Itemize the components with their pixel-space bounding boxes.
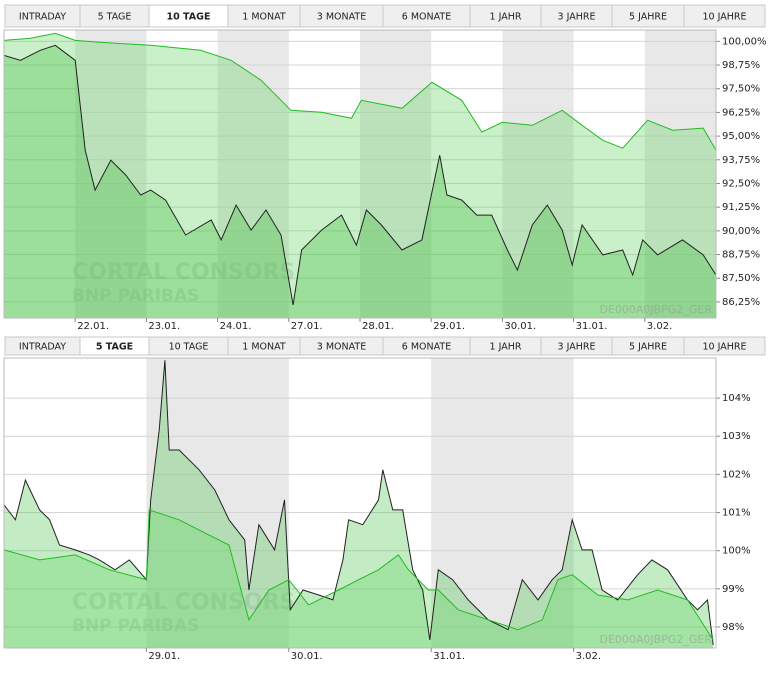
tab-label: 5 TAGE bbox=[96, 342, 133, 353]
y-tick-label: 103% bbox=[722, 431, 751, 442]
day-band bbox=[146, 358, 289, 648]
tab-label: 1 JAHR bbox=[490, 12, 522, 23]
tab-label: 10 JAHRE bbox=[703, 342, 747, 353]
tab-label: 6 MONATE bbox=[402, 342, 451, 353]
tab-label: 10 TAGE bbox=[169, 342, 209, 353]
tab[interactable]: 10 JAHRE bbox=[683, 336, 766, 356]
tab[interactable]: 6 MONATE bbox=[382, 4, 471, 28]
y-tick-label: 102% bbox=[722, 469, 751, 480]
day-band bbox=[502, 30, 574, 318]
series-line bbox=[3, 32, 717, 151]
tab[interactable]: INTRADAY bbox=[4, 336, 81, 356]
tab-label: 3 JAHRE bbox=[558, 12, 596, 23]
watermark: BNP PARIBAS bbox=[72, 286, 199, 306]
tab[interactable]: 10 TAGE bbox=[148, 4, 229, 28]
tab[interactable]: 10 TAGE bbox=[148, 336, 229, 356]
tab[interactable]: 10 JAHRE bbox=[683, 4, 766, 28]
y-tick-label: 90,00% bbox=[722, 226, 760, 237]
y-tick-label: 97,50% bbox=[722, 84, 760, 95]
day-band bbox=[644, 30, 716, 318]
y-tick-label: 87,50% bbox=[722, 273, 760, 284]
tab[interactable]: 1 JAHR bbox=[469, 4, 542, 28]
tab-label: 5 TAGE bbox=[98, 12, 132, 23]
y-tick-label: 104% bbox=[722, 393, 751, 404]
y-tick-label: 99% bbox=[722, 584, 744, 595]
tab-label: 5 JAHRE bbox=[629, 12, 667, 23]
day-band bbox=[75, 30, 147, 318]
y-tick-label: 95,00% bbox=[722, 131, 760, 142]
y-tick-label: 93,75% bbox=[722, 155, 760, 166]
tab-label: 5 JAHRE bbox=[629, 342, 667, 353]
plot-background bbox=[4, 358, 716, 648]
y-tick-label: 88,75% bbox=[722, 250, 760, 261]
watermark: CORTAL CONSORS bbox=[72, 260, 295, 285]
tab[interactable]: 1 MONAT bbox=[227, 336, 301, 356]
tab[interactable]: 1 MONAT bbox=[227, 4, 301, 28]
x-tick-label: 30.01. bbox=[504, 321, 536, 332]
x-tick-label: 29.01. bbox=[148, 651, 180, 662]
plot-frame bbox=[3, 357, 717, 649]
tab[interactable]: 3 MONATE bbox=[299, 4, 384, 28]
series-area bbox=[4, 33, 716, 319]
tab[interactable]: 5 TAGE bbox=[79, 4, 150, 28]
x-tick-label: 28.01. bbox=[362, 321, 394, 332]
x-tick-label: 24.01. bbox=[220, 321, 252, 332]
series-line bbox=[3, 44, 717, 305]
watermark: BNP PARIBAS bbox=[72, 616, 199, 636]
x-tick-label: 29.01. bbox=[433, 321, 465, 332]
x-tick-label: 31.01. bbox=[576, 321, 608, 332]
x-tick-label: 23.01. bbox=[148, 321, 180, 332]
tab-background bbox=[683, 4, 766, 28]
y-tick-label: 96,25% bbox=[722, 107, 760, 118]
instrument-label: DE000A0JBPG2_GER bbox=[599, 303, 712, 316]
series-line bbox=[3, 360, 714, 645]
instrument-label: DE000A0JBPG2_GER bbox=[599, 633, 712, 646]
y-tick-label: 98,75% bbox=[722, 60, 760, 71]
tab-label: 6 MONATE bbox=[402, 12, 451, 23]
x-tick-label: 31.01. bbox=[433, 651, 465, 662]
y-tick-label: 86,25% bbox=[722, 297, 760, 308]
day-band bbox=[360, 30, 432, 318]
tab[interactable]: 3 MONATE bbox=[299, 336, 384, 356]
series-area bbox=[4, 360, 714, 648]
y-tick-label: 98% bbox=[722, 622, 744, 633]
tab-label: 1 MONAT bbox=[242, 12, 286, 23]
y-tick-label: 100% bbox=[722, 546, 751, 557]
tab-label: INTRADAY bbox=[19, 342, 66, 353]
tab-label: 1 MONAT bbox=[242, 342, 286, 353]
tab-label: 10 TAGE bbox=[167, 12, 211, 23]
tab-label: 1 JAHR bbox=[490, 342, 522, 353]
tab[interactable]: 1 JAHR bbox=[469, 336, 542, 356]
x-tick-label: 3.02. bbox=[576, 651, 601, 662]
tab[interactable]: 3 JAHRE bbox=[540, 336, 613, 356]
tab-background bbox=[683, 336, 766, 356]
y-tick-label: 100,00% bbox=[722, 36, 767, 47]
tab[interactable]: 5 TAGE bbox=[79, 336, 150, 356]
y-tick-label: 101% bbox=[722, 508, 751, 519]
x-tick-label: 30.01. bbox=[291, 651, 323, 662]
watermark: CORTAL CONSORS bbox=[72, 590, 295, 615]
tab[interactable]: 3 JAHRE bbox=[540, 4, 613, 28]
tab-label: INTRADAY bbox=[19, 12, 66, 23]
x-tick-label: 22.01. bbox=[77, 321, 109, 332]
x-tick-label: 3.02. bbox=[647, 321, 672, 332]
x-tick-label: 27.01. bbox=[291, 321, 323, 332]
day-band bbox=[217, 30, 289, 318]
tab-label: 3 JAHRE bbox=[558, 342, 596, 353]
tab[interactable]: 6 MONATE bbox=[382, 336, 471, 356]
tab-label: 3 MONATE bbox=[317, 12, 366, 23]
series-area bbox=[4, 509, 714, 648]
tab-label: 3 MONATE bbox=[317, 342, 366, 353]
tab[interactable]: 5 JAHRE bbox=[611, 336, 685, 356]
tab[interactable]: 5 JAHRE bbox=[611, 4, 685, 28]
tab-label: 10 JAHRE bbox=[703, 12, 747, 23]
tab[interactable]: INTRADAY bbox=[4, 4, 81, 28]
y-tick-label: 92,50% bbox=[722, 178, 760, 189]
y-tick-label: 91,25% bbox=[722, 202, 760, 213]
series-area bbox=[4, 45, 716, 319]
series-line bbox=[3, 509, 714, 641]
